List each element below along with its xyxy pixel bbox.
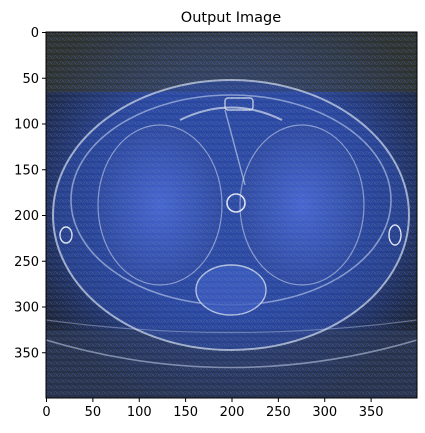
y-axis: 0 50 100 150 200 250 300 350 <box>14 26 46 361</box>
chart-title: Output Image <box>181 10 281 26</box>
x-tick-label: 300 <box>312 405 337 420</box>
x-tick-label: 350 <box>359 405 384 420</box>
y-tick-label: 150 <box>14 163 39 178</box>
x-tick-label: 0 <box>42 405 50 420</box>
y-tick-label: 50 <box>22 72 39 87</box>
x-tick-label: 250 <box>266 405 291 420</box>
y-tick-label: 0 <box>31 26 39 41</box>
y-tick-label: 100 <box>14 118 39 133</box>
output-image <box>46 32 417 398</box>
x-tick-label: 100 <box>127 405 152 420</box>
x-tick-label: 150 <box>173 405 198 420</box>
y-tick-label: 200 <box>14 209 39 224</box>
y-tick-label: 300 <box>14 301 39 316</box>
y-tick-label: 250 <box>14 255 39 270</box>
y-tick-label: 350 <box>14 346 39 361</box>
x-tick-label: 200 <box>220 405 245 420</box>
x-tick-label: 50 <box>85 405 102 420</box>
x-axis: 0 50 100 150 200 250 300 350 <box>42 398 384 420</box>
